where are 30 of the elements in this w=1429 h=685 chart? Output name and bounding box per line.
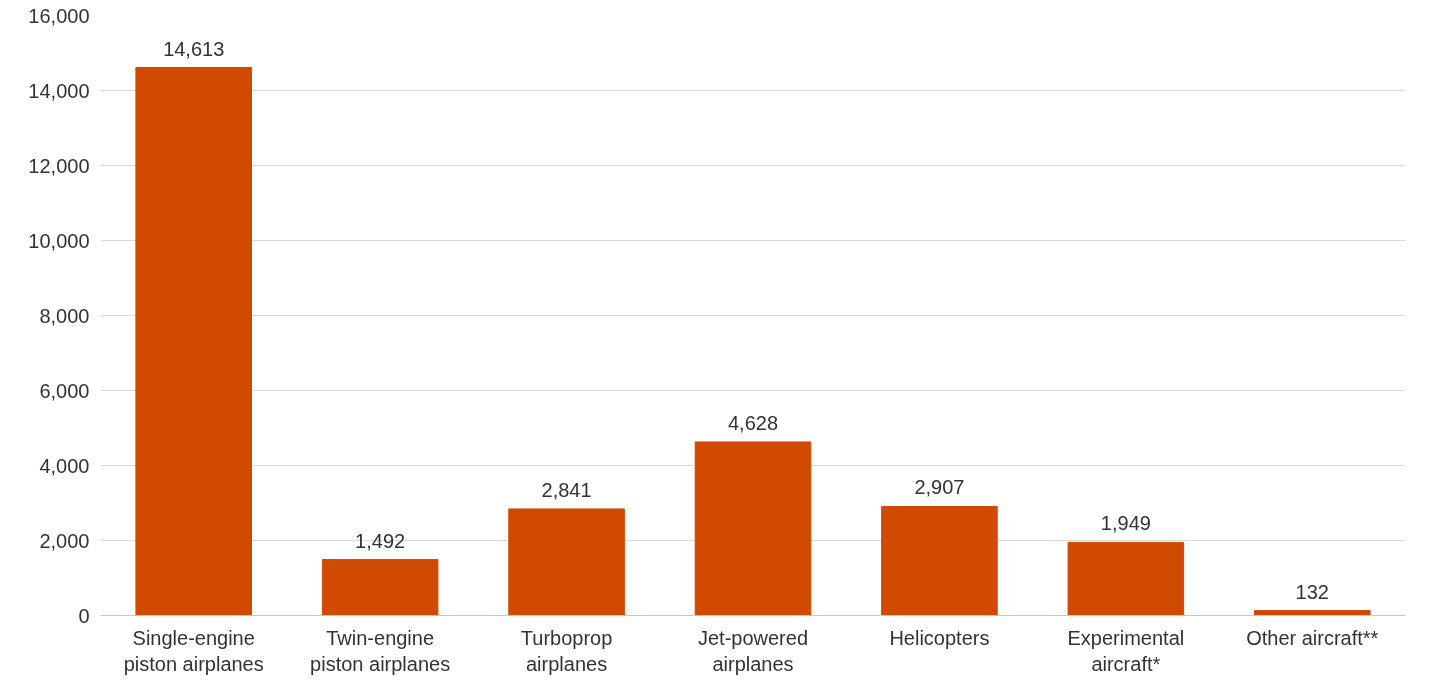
y-tick-label: 6,000 bbox=[39, 379, 90, 402]
y-tick-label: 0 bbox=[78, 604, 90, 627]
data-label: 14,613 bbox=[163, 37, 225, 60]
bar bbox=[1253, 610, 1371, 616]
x-tick-label: Jet-powered airplanes bbox=[697, 626, 809, 675]
data-label: 1,949 bbox=[1100, 512, 1151, 535]
data-label: 4,628 bbox=[727, 411, 779, 434]
data-label: 2,841 bbox=[541, 478, 592, 501]
bar bbox=[694, 441, 812, 616]
y-tick-label: 8,000 bbox=[39, 304, 90, 327]
bar bbox=[1067, 541, 1185, 616]
bar bbox=[508, 508, 625, 616]
data-label: 1,492 bbox=[355, 529, 406, 552]
bar bbox=[881, 505, 998, 616]
y-tick-label: 16,000 bbox=[28, 4, 90, 27]
x-tick-label: Single-engine piston airplanes bbox=[123, 626, 264, 675]
data-label: 132 bbox=[1295, 580, 1329, 603]
x-tick-label: Experimental aircraft* bbox=[1067, 626, 1185, 675]
x-tick-label: Turboprop airplanes bbox=[520, 626, 613, 675]
y-tick-label: 12,000 bbox=[28, 154, 90, 177]
bar bbox=[321, 559, 439, 616]
y-tick-label: 10,000 bbox=[28, 229, 90, 252]
x-tick-label: Helicopters bbox=[889, 626, 990, 649]
y-tick-label: 4,000 bbox=[39, 454, 90, 477]
x-tick-label: Twin-engine piston airplanes bbox=[310, 626, 451, 675]
bar bbox=[135, 67, 253, 616]
data-label: 2,907 bbox=[914, 476, 965, 499]
y-tick-label: 14,000 bbox=[28, 79, 90, 102]
y-tick-label: 2,000 bbox=[39, 529, 90, 552]
x-tick-label: Other aircraft** bbox=[1246, 626, 1379, 649]
